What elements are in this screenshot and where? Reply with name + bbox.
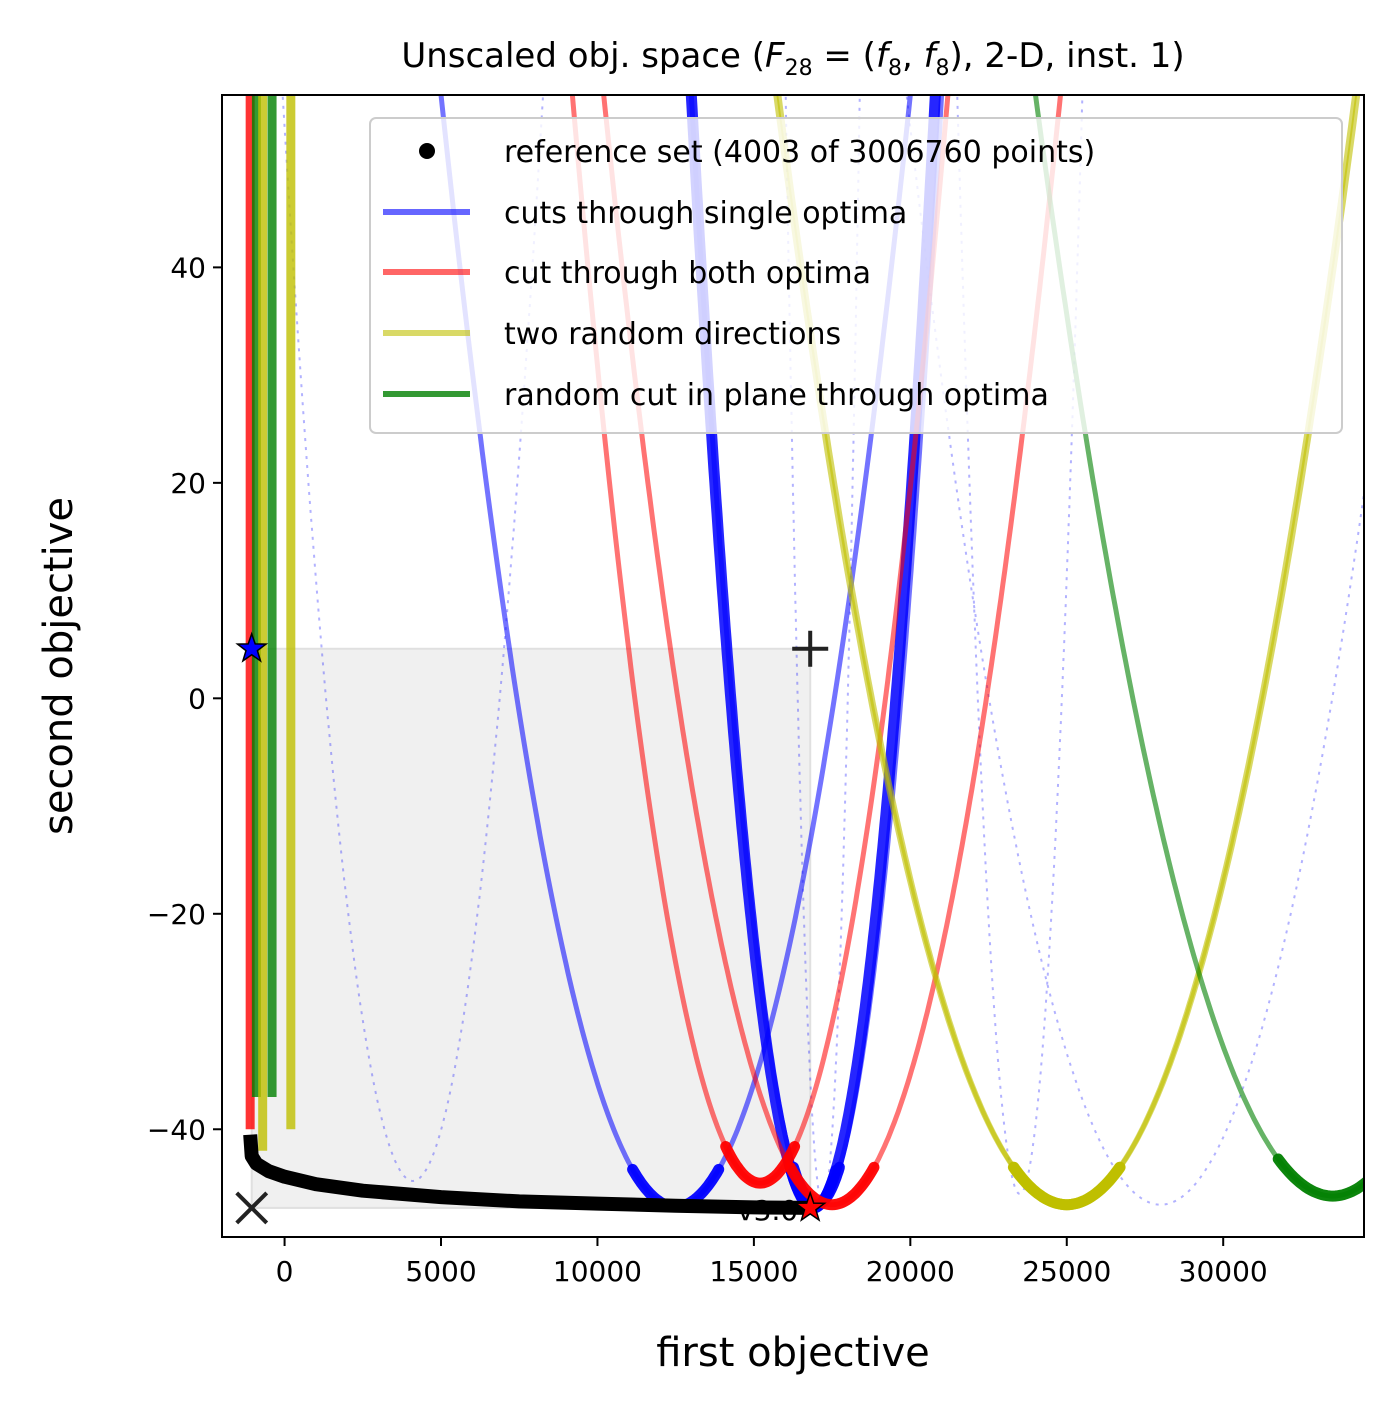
y-axis-label: second objective <box>36 497 82 835</box>
axes-frame <box>221 94 1365 1238</box>
legend-label-single: cuts through single optima <box>504 196 907 231</box>
series-line-single_dotted_c <box>905 95 1364 1206</box>
plot-area <box>235 95 1364 1222</box>
y-tick-label: 40 <box>170 251 206 284</box>
x-axis: 0 5000 10000 15000 20000 25000 30000 <box>276 1237 1268 1288</box>
legend: reference set (4003 of 3006760 points) c… <box>369 117 1343 434</box>
legend-box <box>369 117 1343 434</box>
chart-title: Unscaled obj. space (F28 = (f8, f8), 2-D… <box>401 36 1184 81</box>
series-line-single_dotted_d <box>956 95 1084 1195</box>
region-of-interest <box>250 647 812 1209</box>
version-label: v3.0 <box>737 1194 798 1227</box>
legend-label-both: cut through both optima <box>504 256 871 291</box>
x-axis-label: first objective <box>656 1330 930 1376</box>
x-tick-label: 25000 <box>1022 1255 1111 1288</box>
legend-label-reference: reference set (4003 of 3006760 points) <box>504 135 1095 170</box>
x-tick-label: 20000 <box>866 1255 955 1288</box>
series-line-single_dotted_a <box>281 95 545 1183</box>
x-tick-label: 0 <box>276 1255 294 1288</box>
x-tick-label: 5000 <box>405 1255 476 1288</box>
y-axis: −40 −20 0 20 40 <box>147 251 222 1146</box>
optimum-star-0 <box>235 631 269 663</box>
reference-set-front <box>243 1134 811 1215</box>
legend-label-random: two random directions <box>504 317 841 352</box>
ideal-x-marker <box>235 1191 269 1225</box>
x-tick-label: 15000 <box>709 1255 798 1288</box>
y-tick-label: 0 <box>188 682 206 715</box>
series-highlight-both_a <box>720 1141 801 1189</box>
series-highlight-random_b <box>1007 1161 1126 1211</box>
y-tick-label: 20 <box>170 467 206 500</box>
x-tick-label: 10000 <box>553 1255 642 1288</box>
x-tick-label: 30000 <box>1179 1255 1268 1288</box>
series-highlight-plane_a <box>1272 1153 1364 1202</box>
y-tick-label: −40 <box>147 1113 206 1146</box>
legend-reference-marker <box>419 143 435 159</box>
y-tick-label: −20 <box>147 898 206 931</box>
nadir-plus-marker <box>792 630 829 667</box>
legend-label-plane: random cut in plane through optima <box>504 378 1049 413</box>
optimum-star-1 <box>793 1190 827 1222</box>
series-highlight-both_b <box>784 1161 880 1211</box>
